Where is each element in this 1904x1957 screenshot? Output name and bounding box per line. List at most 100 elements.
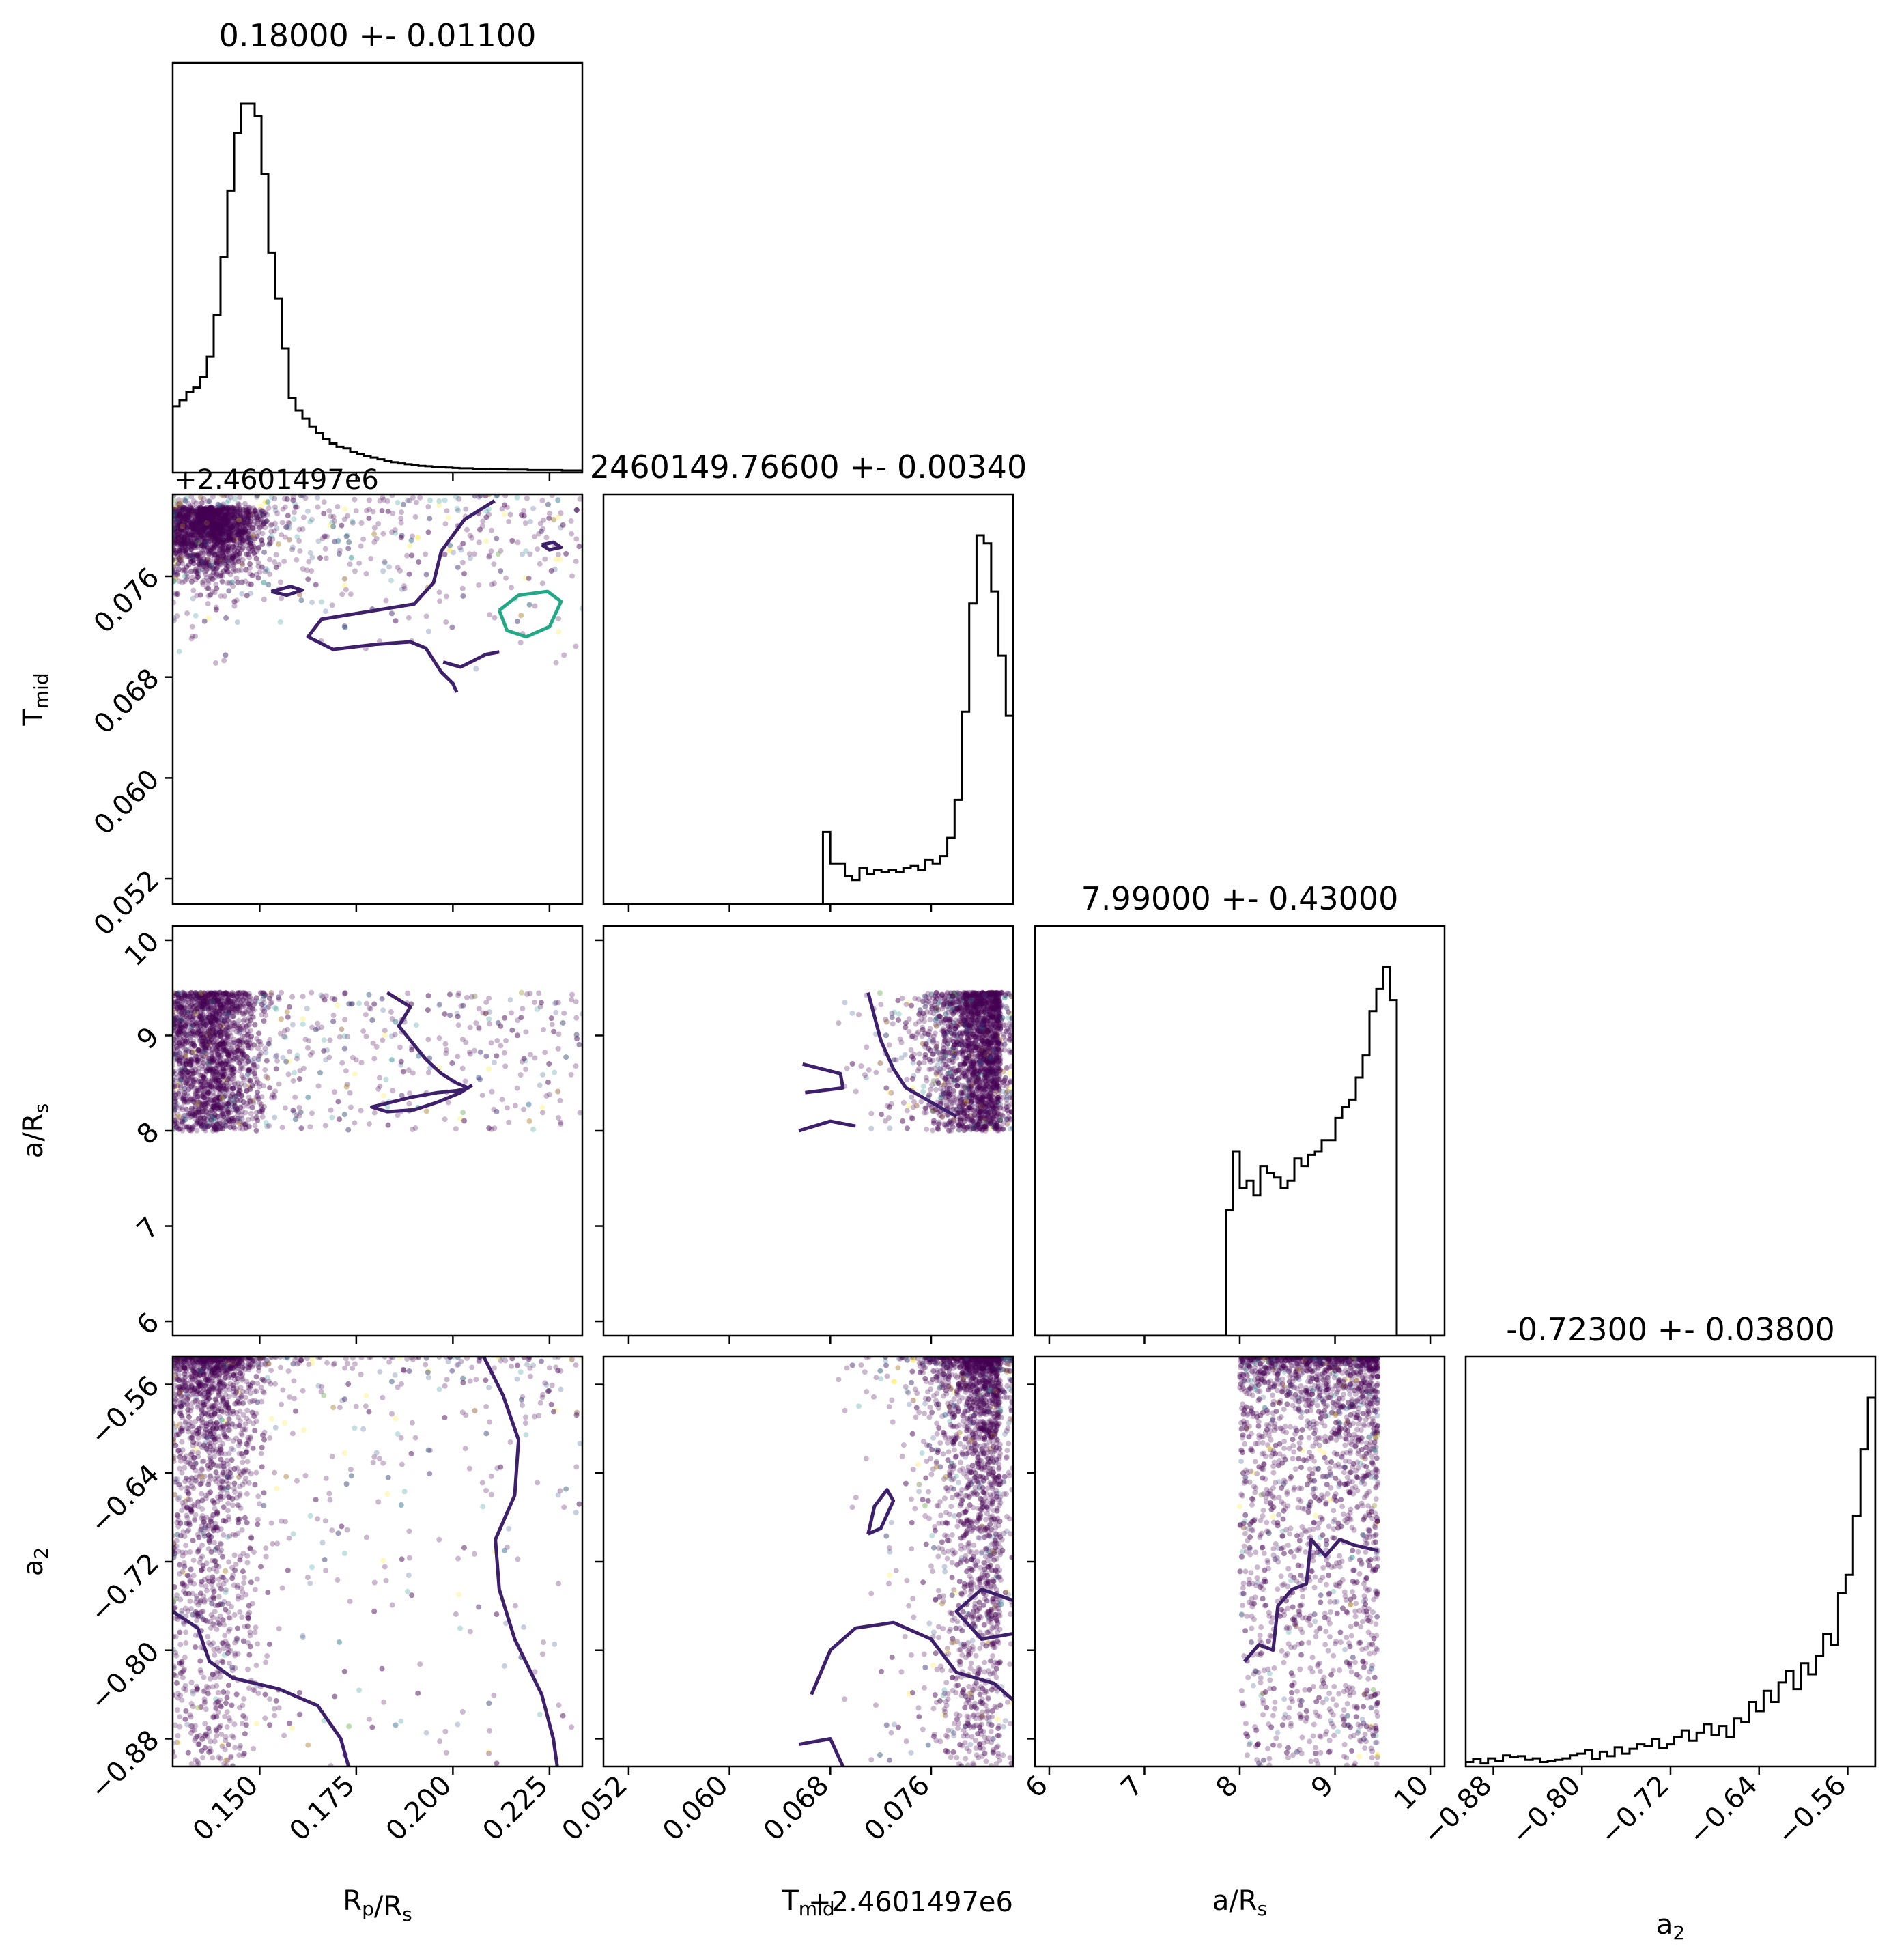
sample-point: [222, 505, 228, 511]
sample-point: [225, 520, 231, 526]
sample-point: [214, 523, 220, 529]
sample-point: [477, 526, 483, 533]
sample-point: [197, 989, 203, 996]
sample-point: [182, 992, 188, 998]
sample-point: [261, 519, 268, 525]
sample-point: [466, 1049, 472, 1055]
sample-point: [425, 1007, 431, 1013]
sample-point: [177, 543, 184, 549]
sample-point: [179, 518, 185, 524]
sample-point: [242, 520, 248, 526]
sample-point: [186, 507, 192, 513]
sample-point: [252, 1000, 258, 1006]
sample-point: [188, 1075, 195, 1081]
sample-point: [223, 529, 229, 535]
sample-point: [341, 516, 347, 522]
sample-point: [190, 518, 196, 524]
sample-point: [175, 990, 182, 996]
sample-point: [246, 509, 252, 515]
sample-point: [173, 575, 179, 581]
sample-point: [187, 531, 193, 537]
sample-point: [234, 506, 240, 512]
sample-point: [231, 599, 238, 605]
sample-point: [221, 506, 227, 512]
sample-point: [188, 559, 194, 565]
sample-point: [267, 1085, 273, 1091]
sample-point: [226, 530, 232, 536]
sample-point: [199, 1100, 205, 1106]
sample-point: [487, 1021, 493, 1027]
sample-point: [195, 1047, 201, 1054]
sample-point: [206, 510, 212, 516]
sample-point: [198, 1011, 204, 1017]
sample-point: [223, 1086, 229, 1093]
sample-point: [233, 1003, 240, 1009]
sample-point: [238, 1000, 244, 1006]
sample-point: [223, 555, 229, 561]
sample-point: [506, 1119, 512, 1125]
sample-point: [188, 535, 194, 541]
sample-point: [241, 1001, 247, 1007]
sample-point: [195, 531, 201, 537]
sample-point: [229, 543, 236, 549]
sample-point: [201, 506, 208, 512]
sample-point: [177, 555, 184, 561]
sample-point: [247, 512, 253, 518]
sample-point: [238, 513, 244, 520]
sample-point: [210, 520, 216, 526]
sample-point: [218, 1002, 224, 1008]
sample-point: [173, 1000, 179, 1006]
sample-point: [225, 564, 231, 570]
sample-point: [201, 994, 207, 1000]
sample-point: [183, 1096, 189, 1102]
sample-point: [216, 529, 223, 535]
sample-point: [244, 530, 251, 536]
sample-point: [202, 1076, 208, 1082]
sample-point: [210, 1114, 216, 1120]
sample-point: [178, 522, 184, 528]
sample-point: [225, 1053, 231, 1059]
sample-point: [225, 546, 231, 552]
sample-point: [260, 512, 266, 518]
sample-point: [195, 1006, 201, 1013]
sample-point: [345, 513, 351, 519]
sample-point: [214, 569, 220, 576]
sample-point: [243, 531, 249, 537]
sample-point: [210, 545, 216, 551]
sample-point: [398, 1058, 404, 1065]
sample-point: [231, 514, 238, 520]
sample-point: [229, 1004, 236, 1010]
sample-point: [467, 533, 473, 539]
sample-point: [205, 535, 212, 541]
sample-point: [199, 1006, 205, 1013]
sample-point: [229, 1044, 236, 1050]
sample-point: [366, 515, 372, 521]
sample-point: [218, 1016, 225, 1022]
sample-point: [207, 509, 213, 515]
sample-point: [221, 1065, 227, 1071]
sample-point: [327, 522, 333, 529]
sample-point: [377, 498, 383, 504]
sample-point: [219, 528, 225, 534]
sample-point: [233, 532, 239, 538]
sample-point: [449, 624, 455, 630]
sample-point: [252, 1071, 258, 1077]
sample-point: [239, 1116, 245, 1122]
sample-point: [225, 533, 231, 539]
sample-point: [218, 539, 225, 546]
sample-point: [225, 517, 231, 523]
sample-point: [220, 1073, 226, 1080]
sample-point: [205, 1032, 211, 1039]
sample-point: [551, 516, 557, 522]
sample-point: [216, 510, 222, 516]
sample-point: [182, 506, 188, 512]
sample-point: [488, 527, 494, 533]
sample-point: [230, 536, 236, 542]
sample-point: [186, 544, 192, 550]
sample-point: [210, 1021, 216, 1027]
sample-point: [229, 555, 236, 561]
sample-point: [240, 539, 246, 546]
sample-point: [173, 1075, 180, 1081]
sample-point: [393, 618, 399, 624]
sample-point: [225, 991, 231, 998]
